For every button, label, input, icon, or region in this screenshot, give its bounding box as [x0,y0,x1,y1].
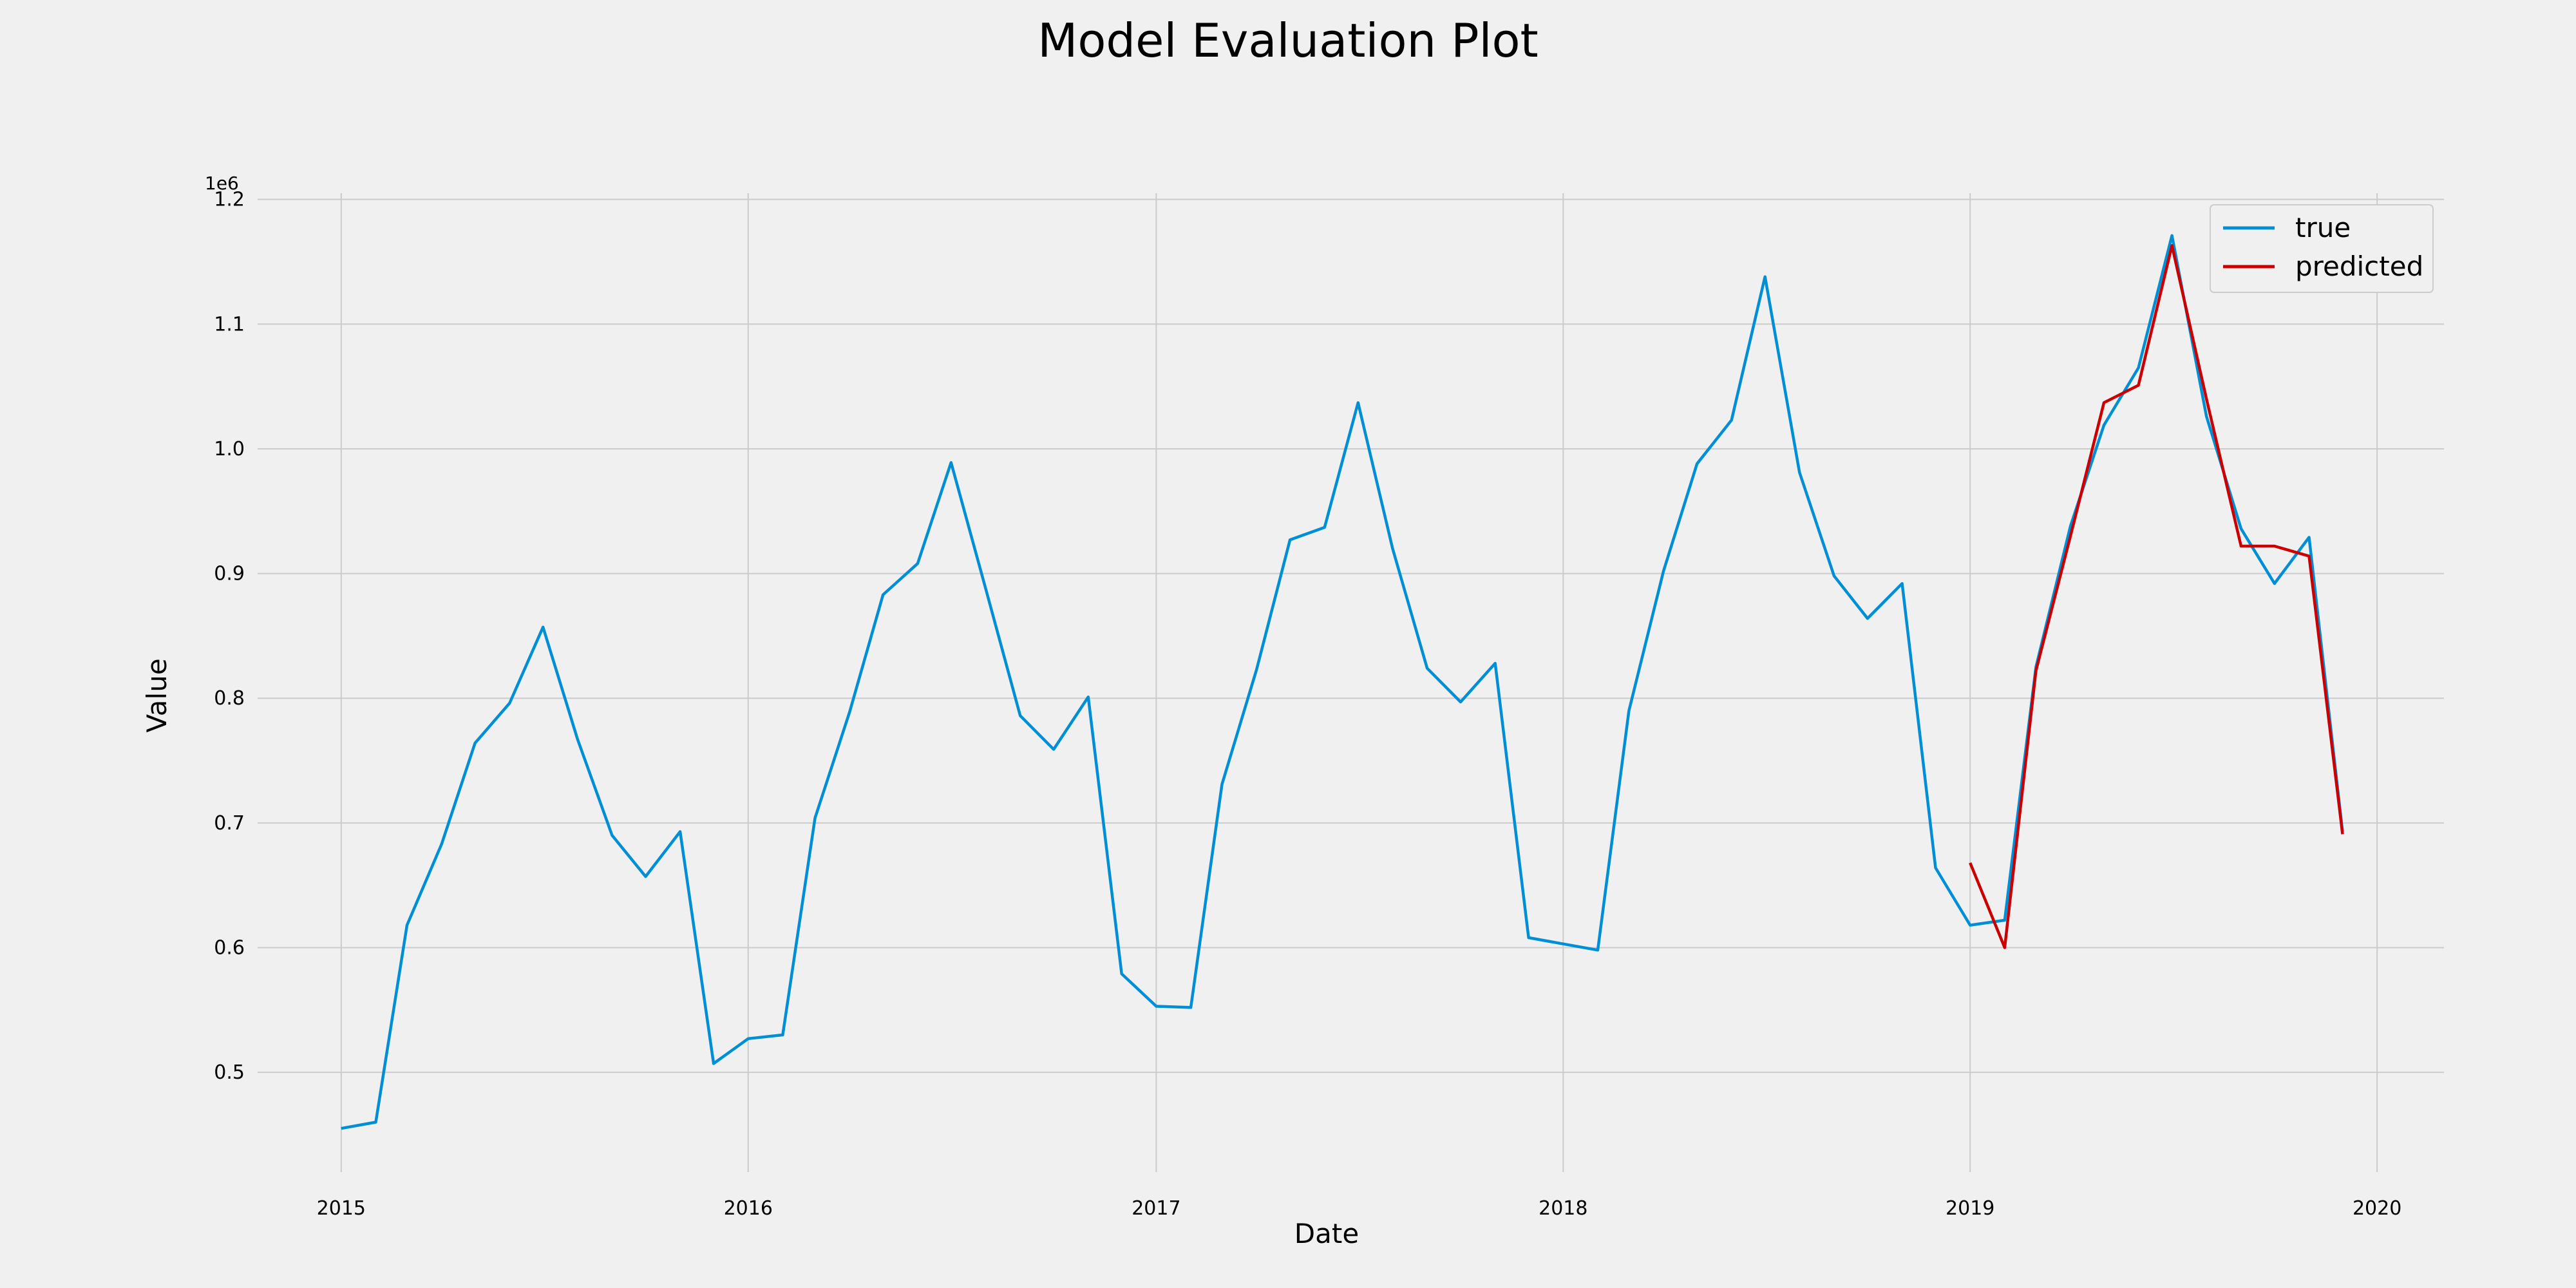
legend-label-predicted: predicted [2295,251,2423,282]
series-line-predicted [1969,244,2344,949]
y-axis-offset-label: 1e6 [205,173,239,194]
y-tick-label: 1.0 [214,438,245,460]
chart-title: Model Evaluation Plot [1037,14,1539,68]
x-tick-label: 2016 [724,1197,773,1220]
y-axis-label: Value [141,658,173,732]
grid [258,193,2444,1172]
y-tick-label: 0.7 [214,812,245,835]
y-axis-ticks: 0.5 0.6 0.7 0.8 0.9 1.0 1.1 1.2 [214,189,245,1084]
x-tick-label: 2020 [2353,1197,2401,1220]
y-tick-label: 0.9 [214,563,245,585]
x-axis-ticks: 2015 2016 2017 2018 2019 2020 [317,1197,2402,1220]
y-tick-label: 1.1 [214,313,245,336]
x-axis-label: Date [1294,1218,1359,1249]
series-lines [341,234,2344,1130]
y-tick-label: 0.6 [214,936,245,959]
legend-label-true: true [2295,212,2351,243]
legend: true predicted [2210,204,2434,293]
x-tick-label: 2019 [1946,1197,1994,1220]
y-tick-label: 0.8 [214,687,245,710]
series-line-true [341,234,2344,1130]
x-tick-label: 2017 [1132,1197,1180,1220]
x-tick-label: 2015 [317,1197,366,1220]
y-tick-label: 0.5 [214,1061,245,1084]
x-tick-label: 2018 [1539,1197,1587,1220]
y-tick-label: 1.2 [214,189,245,211]
